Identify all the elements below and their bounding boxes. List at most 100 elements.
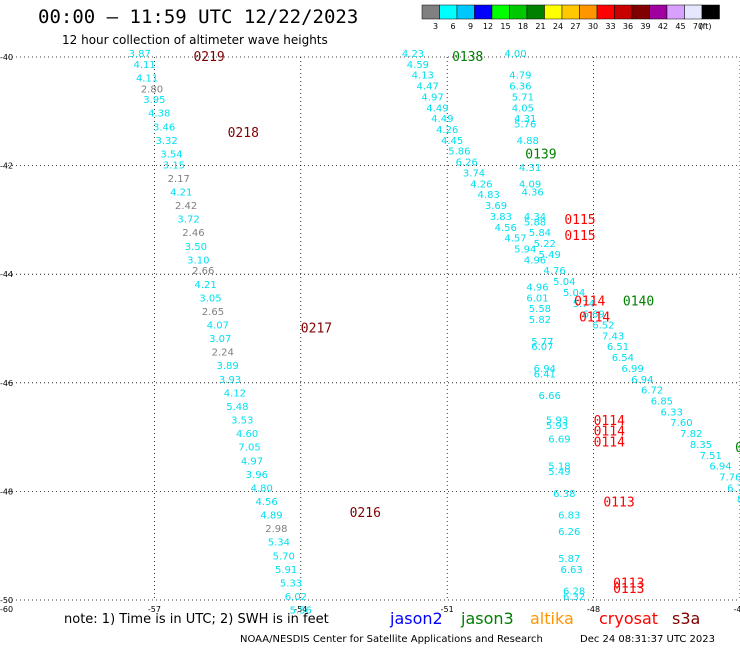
legend-swatch: [684, 4, 703, 20]
wave-height-value: 5.82: [529, 315, 551, 326]
wave-height-value: 4.09: [519, 179, 541, 190]
legend-swatch: [544, 4, 563, 20]
legend-label: 27: [570, 22, 580, 31]
wave-height-value: 2.65: [202, 307, 224, 318]
x-tick-label: -45: [733, 605, 740, 614]
wave-height-value: 6.07: [531, 342, 553, 353]
wave-height-value: 6.38: [553, 489, 575, 500]
legend-label: 3: [433, 22, 438, 31]
wave-height-value: 6.51: [607, 342, 629, 353]
legend-label: 39: [640, 22, 650, 31]
pass-label: 0115: [564, 213, 595, 228]
wave-height-value: 6.02: [285, 592, 307, 603]
satellite-name: s3a: [672, 609, 701, 628]
pass-label: 0113: [613, 577, 644, 592]
satellite-name: altika: [530, 609, 574, 628]
wave-height-value: 7.60: [670, 418, 692, 429]
wave-height-value: 3.50: [185, 242, 207, 253]
wave-height-value: 5.93: [546, 421, 568, 432]
wave-height-value: 4.36: [521, 187, 543, 198]
legend-label: 24: [553, 22, 563, 31]
wave-height-value: 4.11: [134, 60, 156, 71]
wave-height-value: 3.72: [177, 215, 199, 226]
wave-height-value: 4.47: [417, 82, 439, 93]
wave-height-value: 7.76: [719, 473, 740, 484]
wave-height-value: 3.54: [160, 149, 182, 160]
wave-height-value: 4.80: [251, 483, 273, 494]
wave-height-value: 4.88: [517, 136, 539, 147]
legend-swatch: [701, 4, 720, 20]
wave-height-value: 7.05: [238, 443, 260, 454]
wave-height-value: 6.99: [622, 364, 644, 375]
wave-height-value: 4.57: [504, 234, 526, 245]
wave-height-value: 5.48: [226, 402, 248, 413]
wave-height-value: 5.56: [290, 606, 312, 617]
wave-height-value: 4.59: [407, 60, 429, 71]
wave-height-value: 5.22: [534, 239, 556, 250]
wave-height-value: 2.66: [192, 266, 214, 277]
wave-height-value: 5.34: [268, 538, 290, 549]
legend-label: 42: [658, 22, 668, 31]
y-tick-label: -40: [0, 53, 13, 62]
wave-height-value: 4.34: [524, 212, 546, 223]
wave-height-value: 6.66: [539, 391, 561, 402]
wave-height-value: 2.24: [212, 348, 234, 359]
wave-height-value: 4.05: [512, 103, 534, 114]
legend-label: 18: [518, 22, 528, 31]
corner-tick-label: -60: [0, 605, 13, 614]
legend-swatch: [579, 4, 598, 20]
wave-height-value: 6.83: [558, 511, 580, 522]
wave-height-value: 4.21: [195, 280, 217, 291]
chart-subtitle: 12 hour collection of altimeter wave hei…: [62, 33, 328, 47]
wave-height-value: 2.98: [265, 524, 287, 535]
legend-swatch: [421, 4, 440, 20]
wave-height-value: 8: [737, 494, 740, 505]
y-tick-label: -42: [0, 162, 13, 171]
wave-height-value: 3.83: [490, 212, 512, 223]
legend-label: 36: [623, 22, 633, 31]
legend-label: 6: [450, 22, 455, 31]
legend-swatch: [526, 4, 545, 20]
wave-height-value: 4.23: [402, 49, 424, 60]
legend-label: 30: [588, 22, 598, 31]
wave-height-value: 3.95: [143, 95, 165, 106]
pass-label: 0114: [574, 294, 605, 309]
wave-height-value: 3.15: [163, 160, 185, 171]
y-tick-label: -46: [0, 379, 13, 388]
pass-label: 0113: [613, 582, 644, 597]
wave-height-value: 4.21: [170, 187, 192, 198]
wave-height-value: 5.33: [280, 578, 302, 589]
wave-height-value: 4.11: [136, 73, 158, 84]
credit-text: NOAA/NESDIS Center for Satellite Applica…: [240, 634, 543, 645]
wave-height-value: 5.86: [448, 147, 470, 158]
legend-label: 12: [483, 22, 493, 31]
pass-label: 0139: [525, 148, 556, 163]
wave-height-value: 6.94: [534, 364, 556, 375]
pass-label: 0218: [228, 126, 259, 141]
wave-height-value: 4.96: [524, 255, 546, 266]
wave-height-value: 3.87: [129, 49, 151, 60]
wave-height-value: 6.94: [631, 375, 653, 386]
wave-height-value: 3.93: [219, 375, 241, 386]
wave-height-value: 2.46: [182, 228, 204, 239]
legend-label: 45: [675, 22, 685, 31]
wave-height-value: 4.97: [241, 456, 263, 467]
wave-height-value: 4.45: [441, 136, 463, 147]
wave-height-value: 4.56: [495, 223, 517, 234]
wave-height-value: 4.60: [236, 429, 258, 440]
lat-lon-grid: [8, 56, 740, 601]
wave-height-value: 5.58: [529, 304, 551, 315]
legend-swatch: [614, 4, 633, 20]
wave-height-value: 4.96: [526, 282, 548, 293]
wave-height-value: 6.52: [592, 321, 614, 332]
wave-height-value: 4.89: [260, 511, 282, 522]
legend-swatch: [631, 4, 650, 20]
wave-height-value: 6.33: [661, 407, 683, 418]
legend-label: 9: [468, 22, 473, 31]
wave-height-value: 4.38: [148, 109, 170, 120]
pass-label: 0138: [452, 50, 483, 65]
wave-height-value: 6.63: [561, 565, 583, 576]
wave-height-value: 4.83: [478, 190, 500, 201]
